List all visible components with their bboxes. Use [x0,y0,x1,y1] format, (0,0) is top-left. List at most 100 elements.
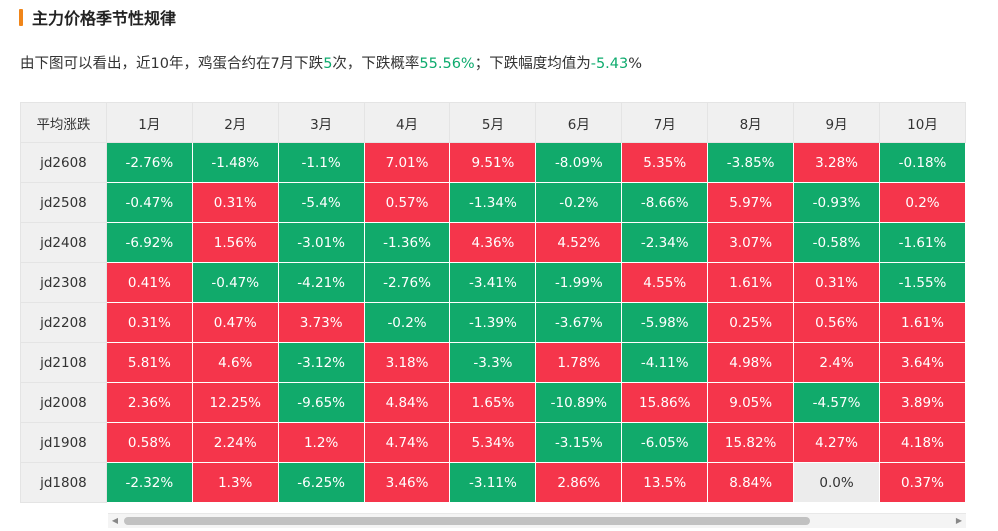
change-cell: -3.11% [449,462,537,503]
month-header: 2月 [191,102,279,143]
change-cell: -0.47% [191,262,279,303]
change-cell: -8.09% [535,142,623,183]
change-cell: 5.81% [105,342,193,383]
seasonality-table-container[interactable]: 平均涨跌 1月 2月 3月 4月 5月 6月 7月 8月 9月 10月 jd2608 -2.76% -… [20,102,966,512]
change-cell: -1.34% [449,182,537,223]
chevron-right-icon[interactable]: ▶ [955,516,963,525]
scrollbar-thumb[interactable] [124,517,810,525]
change-cell: -2.34% [621,222,709,263]
change-cell: 3.73% [277,302,365,343]
change-cell: -0.93% [793,182,880,223]
change-cell: -2.32% [105,462,193,503]
change-cell: 0.37% [878,462,966,503]
change-cell: 1.56% [191,222,279,263]
change-cell: -3.15% [535,422,623,463]
change-cell: 15.86% [621,382,709,423]
change-cell: 4.27% [793,422,880,463]
contract-name: jd2208 [20,302,107,343]
change-cell: 4.55% [621,262,709,303]
change-cell: 0.41% [105,262,193,303]
summary-part2: 次，下跌概率 [332,56,420,72]
change-cell: 3.46% [363,462,451,503]
change-cell: 1.2% [277,422,365,463]
change-cell: 0.0% [793,462,880,503]
change-cell: 4.74% [363,422,451,463]
month-header: 9月 [793,102,880,143]
change-cell: -8.66% [621,182,709,223]
change-cell: -4.21% [277,262,365,303]
month-header: 3月 [277,102,365,143]
change-cell: 3.28% [793,142,880,183]
change-cell: -6.05% [621,422,709,463]
change-cell: 0.58% [105,422,193,463]
contract-name: jd2108 [20,342,107,383]
table-row: jd2608 -2.76% -1.48% -1.1% 7.01% 9.51% -8.09% 5… [20,142,966,183]
change-cell: 3.64% [878,342,966,383]
table-row: jd1808 -2.32% 1.3% -6.25% 3.46% -3.11% 2.86% 13… [20,462,966,503]
horizontal-scrollbar[interactable]: ◀ ▶ [108,513,966,528]
table-row: jd2008 2.36% 12.25% -9.65% 4.84% 1.65% -10.89%… [20,382,966,423]
change-cell: 12.25% [191,382,279,423]
summary-prob: 55.56% [419,56,475,72]
change-cell: 3.18% [363,342,451,383]
change-cell: -10.89% [535,382,623,423]
change-cell: 7.01% [363,142,451,183]
change-cell: 2.4% [793,342,880,383]
change-cell: 4.52% [535,222,623,263]
section-title: 主力价格季节性规律 [32,9,177,28]
change-cell: -1.48% [191,142,279,183]
change-cell: 2.86% [535,462,623,503]
change-cell: -1.36% [363,222,451,263]
contract-name: jd2408 [20,222,107,263]
chevron-left-icon[interactable]: ◀ [111,516,119,525]
change-cell: 0.31% [793,262,880,303]
month-header: 1月 [105,102,193,143]
change-cell: -0.2% [535,182,623,223]
month-header: 10月 [878,102,966,143]
contract-name: jd1908 [20,422,107,463]
change-cell: -5.4% [277,182,365,223]
table-row: jd2208 0.31% 0.47% 3.73% -0.2% -1.39% -3.67% -5… [20,302,966,343]
change-cell: 0.56% [793,302,880,343]
change-cell: -3.12% [277,342,365,383]
change-cell: -1.39% [449,302,537,343]
month-header: 4月 [363,102,451,143]
contract-name: jd2608 [20,142,107,183]
seasonality-table: 平均涨跌 1月 2月 3月 4月 5月 6月 7月 8月 9月 10月 jd2608 -2.76% -… [20,102,966,503]
section-header: 主力价格季节性规律 [19,6,176,28]
change-cell: -3.85% [707,142,795,183]
change-cell: 2.24% [191,422,279,463]
summary-part4: % [628,56,643,72]
change-cell: 4.36% [449,222,537,263]
change-cell: 1.3% [191,462,279,503]
change-cell: 4.6% [191,342,279,383]
change-cell: 1.61% [707,262,795,303]
change-cell: 1.61% [878,302,966,343]
summary-part1: 由下图可以看出，近10年，鸡蛋合约在7月下跌 [20,56,324,72]
change-cell: 2.36% [105,382,193,423]
summary-avg: -5.43 [590,56,629,72]
summary-part3: ；下跌幅度均值为 [474,56,591,72]
table-row: jd2308 0.41% -0.47% -4.21% -2.76% -3.41% -1.99… [20,262,966,303]
contract-name: jd2308 [20,262,107,303]
change-cell: -6.25% [277,462,365,503]
month-header: 7月 [621,102,709,143]
change-cell: 5.35% [621,142,709,183]
change-cell: 0.2% [878,182,966,223]
change-cell: -2.76% [363,262,451,303]
change-cell: -0.2% [363,302,451,343]
change-cell: 5.97% [707,182,795,223]
change-cell: -1.61% [878,222,966,263]
month-header: 8月 [707,102,795,143]
table-row: jd2408 -6.92% 1.56% -3.01% -1.36% 4.36% 4.52% -… [20,222,966,263]
change-cell: 0.57% [363,182,451,223]
change-cell: 9.51% [449,142,537,183]
month-header: 6月 [535,102,623,143]
change-cell: -1.55% [878,262,966,303]
change-cell: 0.25% [707,302,795,343]
change-cell: 15.82% [707,422,795,463]
change-cell: 3.07% [707,222,795,263]
change-cell: 0.31% [105,302,193,343]
table-body: jd2608 -2.76% -1.48% -1.1% 7.01% 9.51% -8.09% 5… [20,142,966,503]
table-row: jd2108 5.81% 4.6% -3.12% 3.18% -3.3% 1.78% -4.1… [20,342,966,383]
